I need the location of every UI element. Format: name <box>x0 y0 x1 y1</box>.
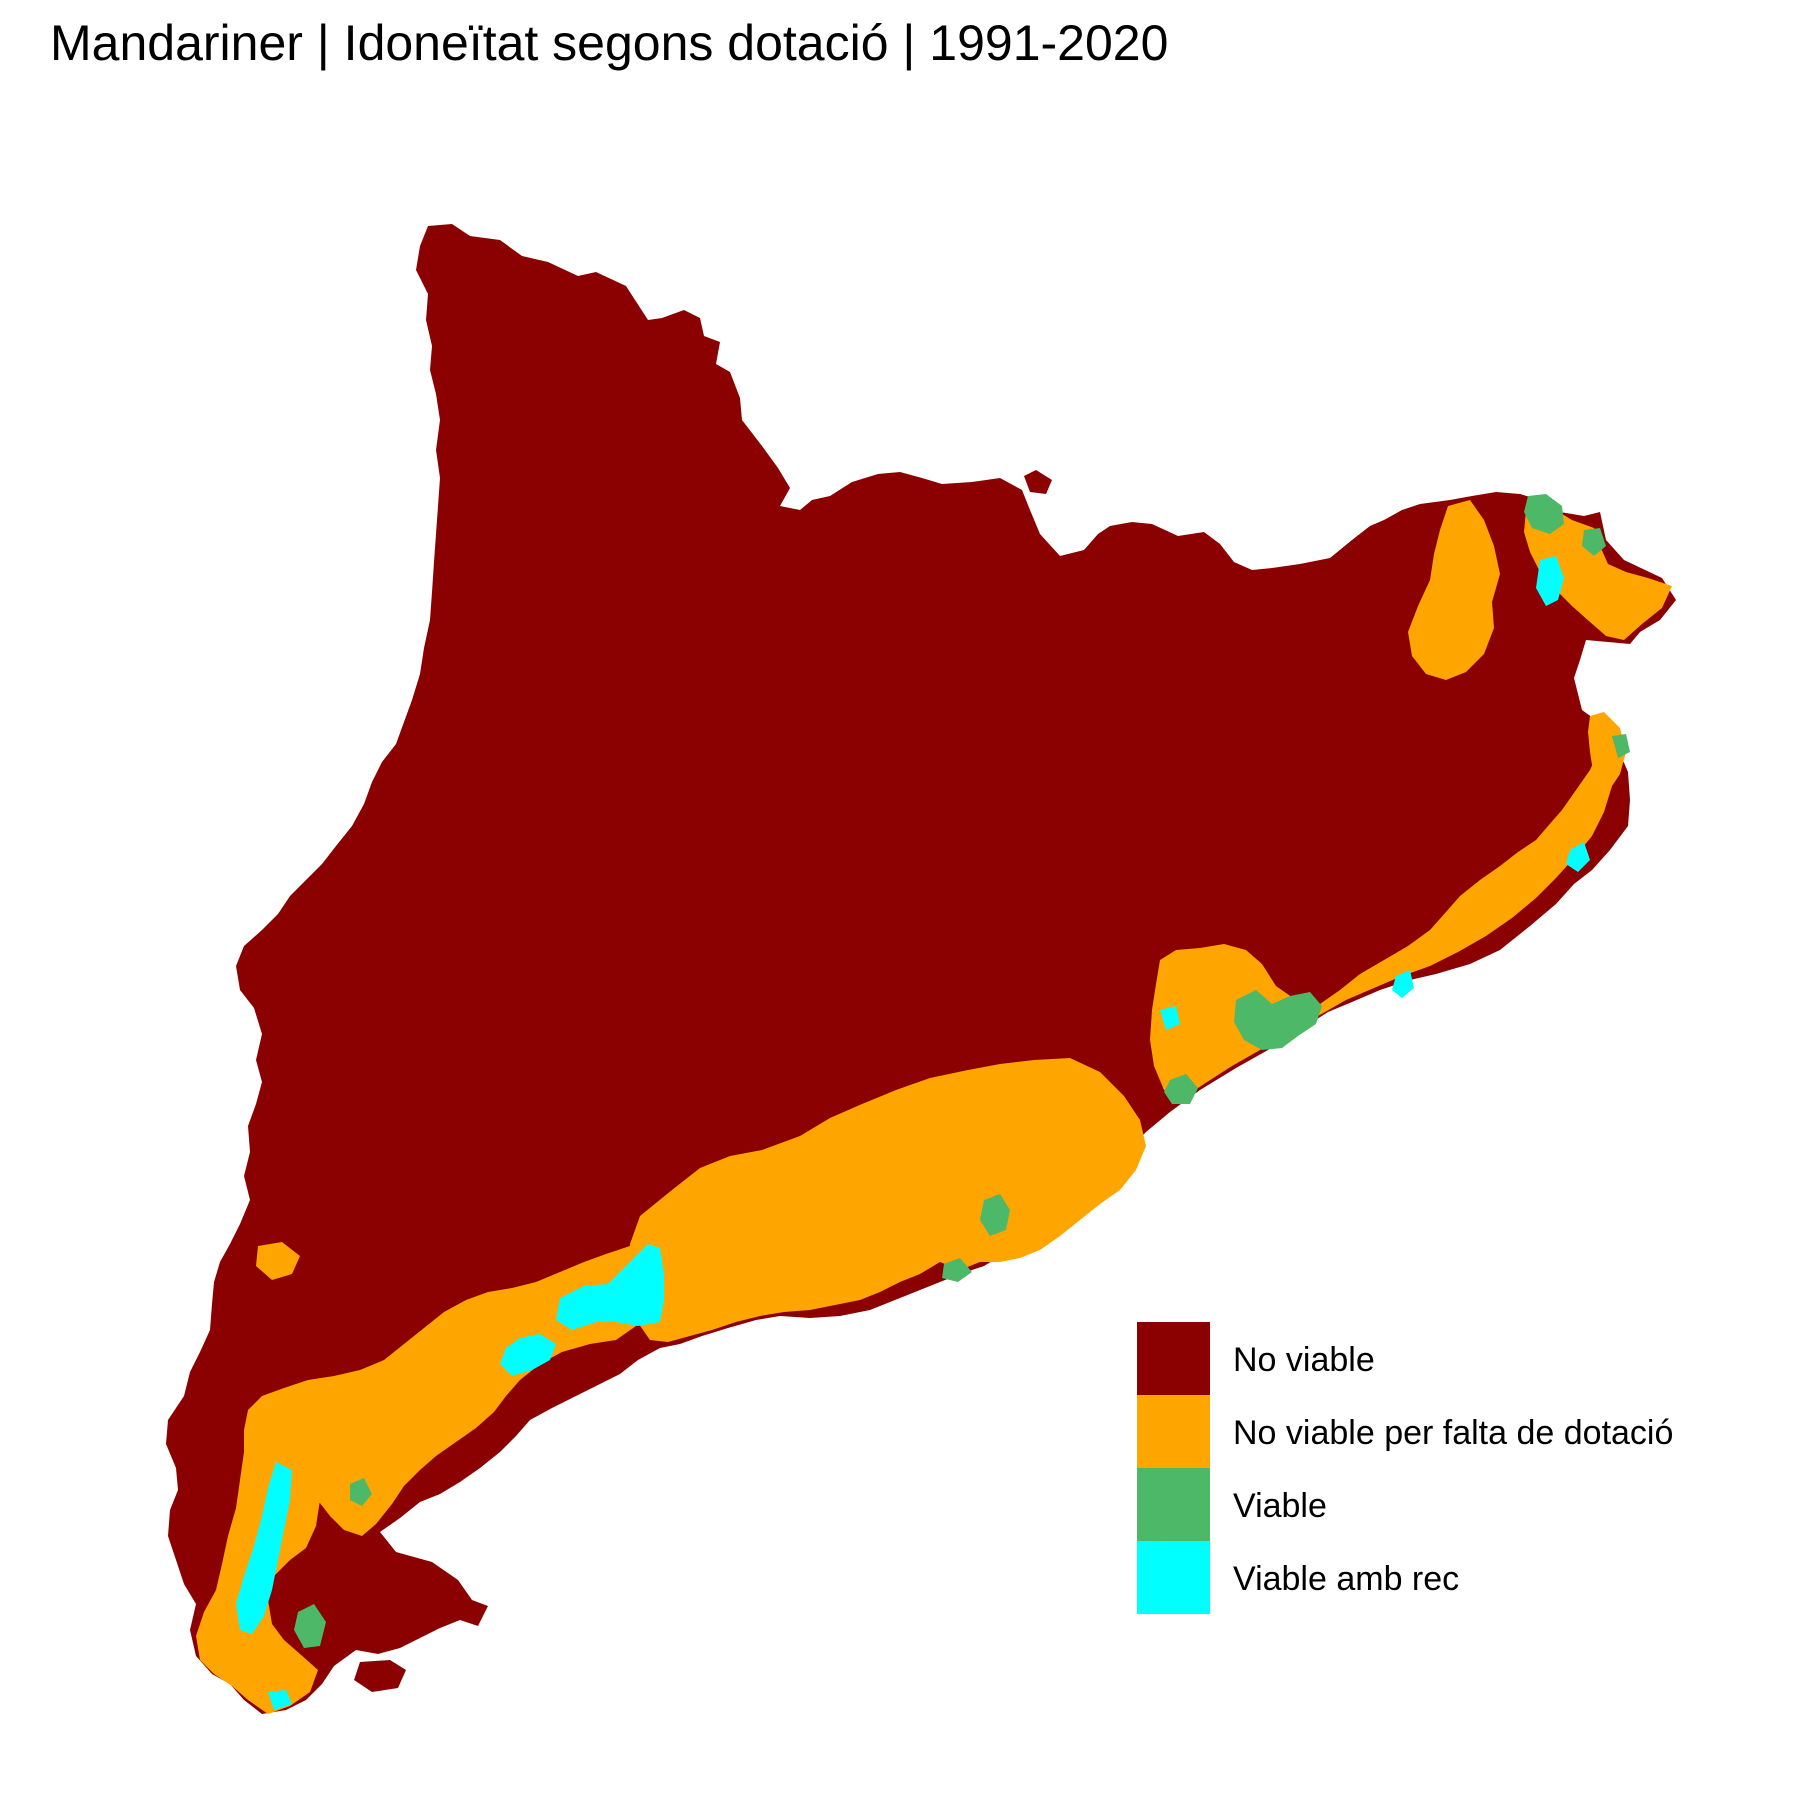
region-viable-amb-rec-delta <box>236 1462 292 1634</box>
region-viable-garraf <box>942 1258 972 1282</box>
region-no-viable-islet <box>1024 470 1052 494</box>
region-viable-emporda <box>1524 494 1564 534</box>
region-no-viable-delta-spit <box>354 1660 406 1692</box>
region-viable-ebre <box>294 1604 326 1648</box>
region-viable-amb-rec-segria <box>556 1244 664 1330</box>
region-viable-penedes <box>980 1194 1010 1236</box>
region-no-viable-falta-dotacio-central <box>628 1058 1146 1342</box>
map-title: Mandariner | Idoneïtat segons dotació | … <box>50 15 1169 71</box>
region-no-viable-falta-dotacio-cap-creus <box>1524 508 1672 640</box>
region-no-viable-falta-dotacio-west <box>248 1246 636 1536</box>
region-viable-amb-rec-baix-llobregat <box>1160 1006 1180 1030</box>
legend-label-viable: Viable <box>1233 1487 1327 1525</box>
region-no-viable-falta-dotacio-north-coast <box>1588 712 1626 792</box>
region-viable-amb-rec-maresme <box>1566 842 1590 872</box>
region-viable-terra-alta <box>350 1478 372 1506</box>
region-viable-amb-rec-costa <box>1392 970 1414 998</box>
legend-label-no-viable-falta-dotacio: No viable per falta de dotació <box>1233 1414 1674 1452</box>
region-viable-valles <box>1234 990 1322 1050</box>
region-no-viable-falta-dotacio-emporda <box>1408 500 1500 680</box>
legend-swatch-no-viable <box>1137 1322 1210 1395</box>
legend-swatch-viable <box>1137 1468 1210 1541</box>
region-no-viable-falta-dotacio-ebre <box>256 1242 300 1280</box>
region-viable-amb-rec-ebre-south <box>268 1690 292 1710</box>
region-viable-amb-rec-urgell <box>500 1334 556 1376</box>
region-viable-costa-brava <box>1612 734 1630 758</box>
region-viable-amb-rec-emporda <box>1536 556 1564 606</box>
region-viable-valles-2 <box>1164 1074 1198 1104</box>
legend-swatch-viable-amb-rec <box>1137 1541 1210 1614</box>
region-viable-cap-creus <box>1582 528 1606 556</box>
legend-label-no-viable: No viable <box>1233 1341 1375 1379</box>
legend-label-viable-amb-rec: Viable amb rec <box>1233 1560 1460 1598</box>
legend-swatch-no-viable-falta-dotacio <box>1137 1395 1210 1468</box>
